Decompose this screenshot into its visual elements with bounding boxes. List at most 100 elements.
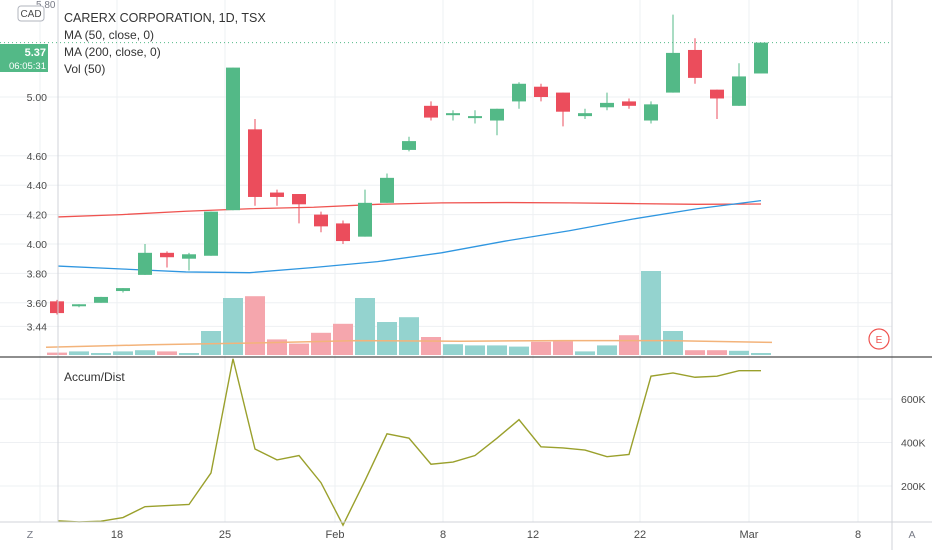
currency-label: CAD [20, 9, 41, 20]
volume-bar [333, 323, 353, 355]
candle-body [248, 129, 262, 197]
indicator-legend: MA (50, close, 0) [64, 28, 154, 42]
candle-body [534, 86, 548, 97]
auto-scale-button[interactable]: A [908, 529, 915, 541]
price-tick-label: 4.40 [27, 180, 48, 192]
time-axis-label: 8 [855, 529, 861, 541]
volume-bar [575, 351, 595, 355]
candle-body [666, 52, 680, 93]
price-tick-label: 4.60 [27, 151, 48, 163]
earnings-marker-label: E [876, 335, 883, 346]
volume-bar [113, 351, 133, 355]
accum-dist-series [57, 358, 761, 527]
candle-body [600, 102, 614, 108]
candle-body [644, 104, 658, 121]
volume-bar [289, 343, 309, 355]
accum-dist-title: Accum/Dist [64, 370, 125, 384]
candle-body [226, 67, 240, 211]
accum-dist-tick-label: 200K [901, 481, 926, 493]
volume-bar [509, 346, 529, 355]
volume-bar [751, 353, 771, 355]
volume-bar [553, 341, 573, 355]
volume-bar [443, 344, 463, 355]
candle-body [490, 108, 504, 121]
volume-bar [311, 332, 331, 355]
volume-bar [685, 350, 705, 355]
time-axis-label: 12 [527, 529, 539, 541]
candle-body [336, 223, 350, 242]
time-axis-label: Feb [326, 529, 345, 541]
zoom-button[interactable]: Z [27, 529, 34, 541]
last-price-value: 5.37 [25, 47, 46, 59]
volume-bar [377, 322, 397, 355]
candle-body [688, 49, 702, 78]
candle-body [50, 301, 64, 314]
candle-body [160, 252, 174, 258]
candle-body [402, 141, 416, 150]
candle-body [182, 254, 196, 259]
candle-body [710, 89, 724, 99]
volume-bar [223, 298, 243, 355]
candle-body [116, 288, 130, 292]
moving-average-lines [57, 199, 762, 274]
volume-bar [245, 296, 265, 355]
candle-body [270, 192, 284, 197]
volume-bar [663, 331, 683, 355]
candle-body [314, 214, 328, 227]
candle-body [204, 211, 218, 256]
candle-body [468, 116, 482, 119]
candle-body [138, 252, 152, 275]
price-tick-label: 3.44 [27, 321, 48, 333]
candle-body [622, 101, 636, 106]
ma200-line [57, 201, 762, 218]
accum-dist-tick-label: 600K [901, 394, 926, 406]
price-tick-label: 4.20 [27, 210, 48, 222]
time-axis-label: 8 [440, 529, 446, 541]
time-axis-label: 22 [634, 529, 646, 541]
last-price-badge [0, 44, 48, 72]
volume-bars [45, 271, 773, 355]
volume-bar [729, 350, 749, 355]
volume-bar [465, 345, 485, 355]
earnings-marker[interactable] [868, 328, 890, 350]
ma50-line [57, 199, 762, 274]
price-tick-label: 4.00 [27, 239, 48, 251]
last-price-countdown: 06:05:31 [9, 61, 46, 72]
volume-bar [707, 350, 727, 355]
price-tick-label: 3.80 [27, 268, 48, 280]
candle-body [424, 105, 438, 118]
volume-bar [91, 353, 111, 355]
candle-body [380, 177, 394, 203]
volume-bar [421, 337, 441, 355]
volume-bar [355, 298, 375, 355]
candle-body [446, 113, 460, 116]
volume-bar [597, 345, 617, 355]
candle-body [556, 92, 570, 112]
candlesticks [0, 14, 892, 315]
volume-bar [47, 352, 67, 355]
volume-ma-line [45, 339, 773, 348]
candle-body [358, 202, 372, 237]
price-tick-label: 5.80 [36, 0, 56, 11]
volume-bar [399, 317, 419, 355]
volume-bar [641, 271, 661, 355]
indicator-legend: MA (200, close, 0) [64, 45, 161, 59]
symbol-title: CARERX CORPORATION, 1D, TSX [64, 11, 266, 25]
volume-bar [157, 351, 177, 355]
candle-body [754, 42, 768, 74]
candle-body [292, 194, 306, 205]
volume-bar [619, 335, 639, 355]
candle-body [732, 76, 746, 106]
accum-dist-tick-label: 400K [901, 438, 926, 450]
candle-body [72, 304, 86, 307]
volume-bar [531, 341, 551, 355]
volume-bar [135, 350, 155, 355]
time-axis-label: 18 [111, 529, 123, 541]
accum-dist-line [57, 358, 761, 527]
candle-body [512, 83, 526, 102]
price-tick-label: 5.00 [27, 92, 48, 104]
candle-body [578, 113, 592, 117]
